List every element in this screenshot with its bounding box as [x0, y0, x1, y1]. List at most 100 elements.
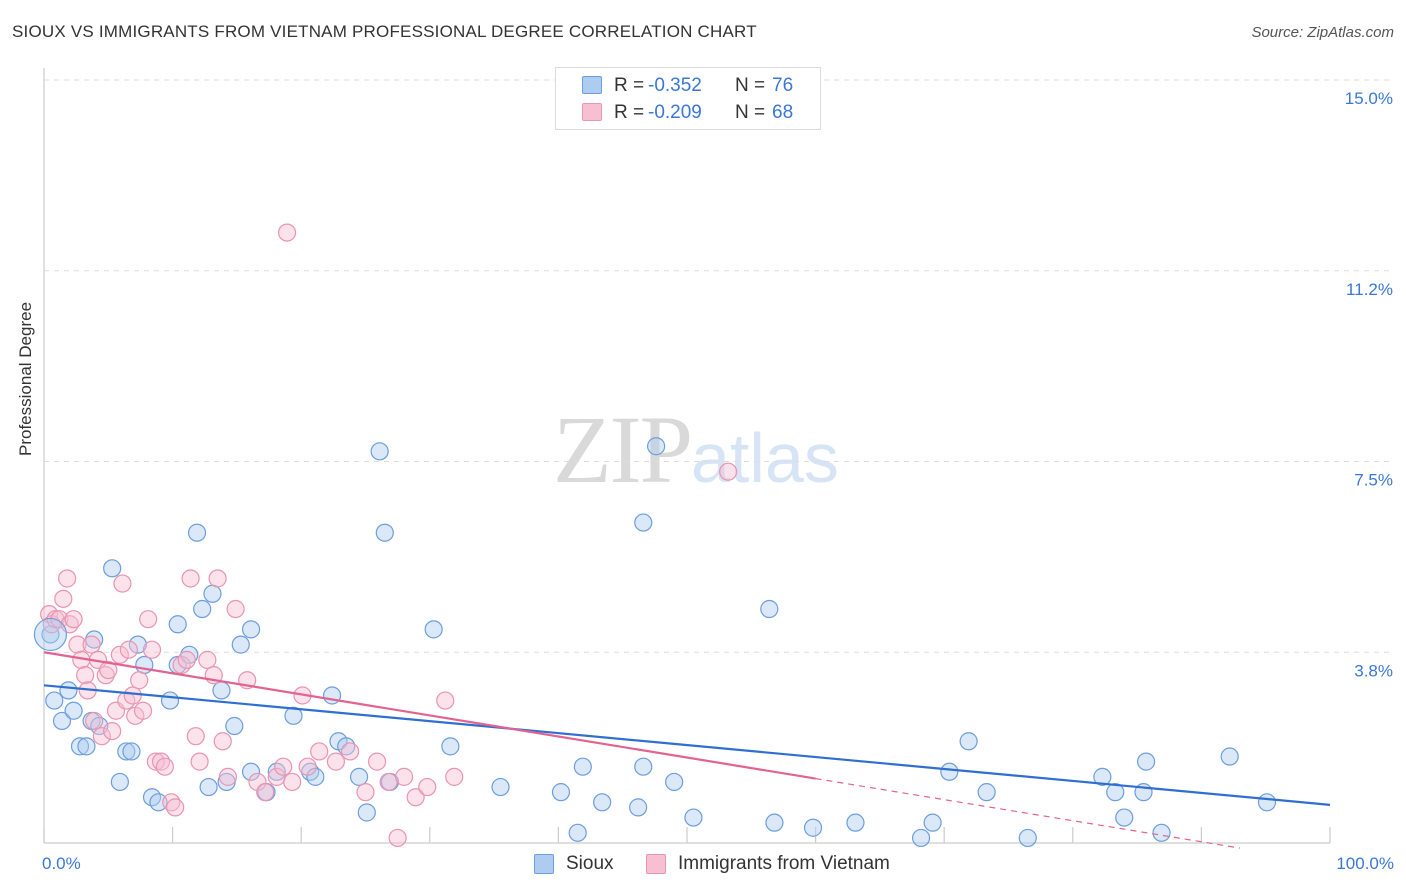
vietnam-point	[340, 742, 360, 761]
vietnam-point	[379, 772, 398, 792]
vietnam-point	[82, 635, 101, 654]
sioux-point	[634, 513, 653, 532]
grid-lines	[44, 79, 1392, 653]
vietnam-point	[99, 660, 118, 680]
legend-swatch-sioux	[582, 76, 602, 94]
sioux-point	[370, 442, 389, 461]
vietnam-point	[248, 772, 267, 792]
sioux-point	[52, 711, 72, 731]
vietnam-point	[394, 767, 414, 786]
sioux-point	[160, 691, 180, 710]
vietnam-point	[298, 757, 317, 776]
vietnam-point	[139, 610, 158, 629]
sioux-point	[1115, 808, 1134, 827]
legend-r-value: -0.352	[648, 75, 702, 96]
trend-line-sioux	[43, 684, 1331, 806]
vietnam-point	[283, 772, 302, 792]
sioux-point	[199, 777, 218, 797]
sioux-point	[231, 635, 250, 654]
sioux-point	[634, 757, 653, 776]
vietnam-point	[436, 691, 455, 710]
sioux-point	[959, 732, 978, 751]
vietnam-point	[356, 783, 375, 802]
vietnam-point	[274, 757, 293, 776]
sioux-point	[1018, 828, 1037, 848]
sioux-point	[568, 823, 587, 842]
sioux-point	[803, 818, 823, 837]
sioux-point	[59, 681, 78, 700]
sioux-point	[103, 559, 122, 578]
sioux-point	[187, 523, 207, 542]
sioux-point	[241, 620, 261, 639]
vietnam-point	[388, 828, 407, 848]
sioux-point	[665, 772, 684, 792]
vietnam-point	[181, 569, 200, 588]
trend-lines	[43, 651, 1331, 849]
trend-line-vietnam-extrapolated	[815, 778, 1241, 849]
legend-swatch-sioux	[534, 854, 554, 874]
vietnam-point	[119, 640, 138, 659]
vietnam-point	[142, 640, 162, 659]
sioux-point	[180, 645, 199, 664]
sioux-point	[77, 737, 96, 756]
vietnam-point	[133, 701, 153, 720]
chart-title: SIOUX VS IMMIGRANTS FROM VIETNAM PROFESS…	[12, 22, 757, 41]
sioux-point	[647, 437, 666, 456]
vietnam-point	[277, 223, 297, 242]
sioux-point	[241, 762, 261, 781]
x-tick-label: 0.0%	[42, 854, 81, 873]
vietnam-point	[177, 650, 196, 669]
legend-r-label: R =	[614, 75, 645, 96]
sioux-point	[70, 737, 90, 756]
vietnam-point	[719, 462, 738, 481]
sioux-point-cluster	[33, 617, 68, 652]
sioux-point	[760, 599, 779, 619]
vietnam-point	[367, 752, 387, 771]
sioux-point	[122, 742, 141, 761]
sioux-point	[306, 767, 325, 786]
sioux-point	[203, 584, 222, 603]
sioux-point	[977, 783, 996, 802]
vietnam-point	[113, 574, 132, 593]
vietnam-point	[256, 783, 275, 802]
vietnam-point	[110, 645, 129, 664]
vietnam-point	[130, 671, 149, 690]
vietnam-point	[76, 666, 95, 685]
legend-n-label: N =	[735, 102, 766, 123]
sioux-point	[1220, 747, 1239, 766]
sioux-point	[45, 691, 64, 710]
vietnam-point	[146, 752, 165, 771]
legend-swatch-vietnam	[582, 103, 602, 121]
sioux-point	[846, 813, 865, 832]
vietnam-point	[123, 686, 142, 705]
sioux-point	[491, 777, 510, 797]
legend-r-value: -0.209	[648, 102, 702, 123]
legend-r-label: R =	[614, 102, 645, 123]
sioux-point	[923, 813, 942, 832]
vietnam-point	[198, 650, 217, 669]
sioux-point	[149, 793, 168, 812]
trend-line-vietnam	[43, 651, 816, 780]
vietnam-point	[166, 798, 185, 817]
vietnam-point	[226, 599, 245, 619]
vietnam-point	[103, 721, 122, 741]
sioux-point	[1137, 752, 1156, 771]
sioux-point	[85, 630, 104, 649]
sioux-point	[424, 620, 443, 639]
watermark-atlas: atlas	[691, 419, 839, 497]
watermark-zip: ZIP	[553, 396, 693, 503]
legend-swatch-vietnam	[646, 854, 666, 874]
legend-n-value: 68	[772, 102, 794, 123]
sioux-point	[911, 828, 931, 848]
x-tick-label: 100.0%	[1336, 854, 1394, 873]
vietnam-point	[64, 610, 83, 629]
y-tick-label: 3.8%	[1354, 661, 1393, 680]
vietnam-point	[406, 788, 425, 807]
legend-n-label: N =	[735, 75, 766, 96]
sioux-point	[193, 599, 212, 619]
vietnam-point	[54, 589, 73, 608]
sioux-point	[629, 798, 648, 817]
sioux-point	[225, 716, 244, 736]
sioux-point	[301, 762, 320, 781]
sioux-point	[1093, 767, 1112, 786]
